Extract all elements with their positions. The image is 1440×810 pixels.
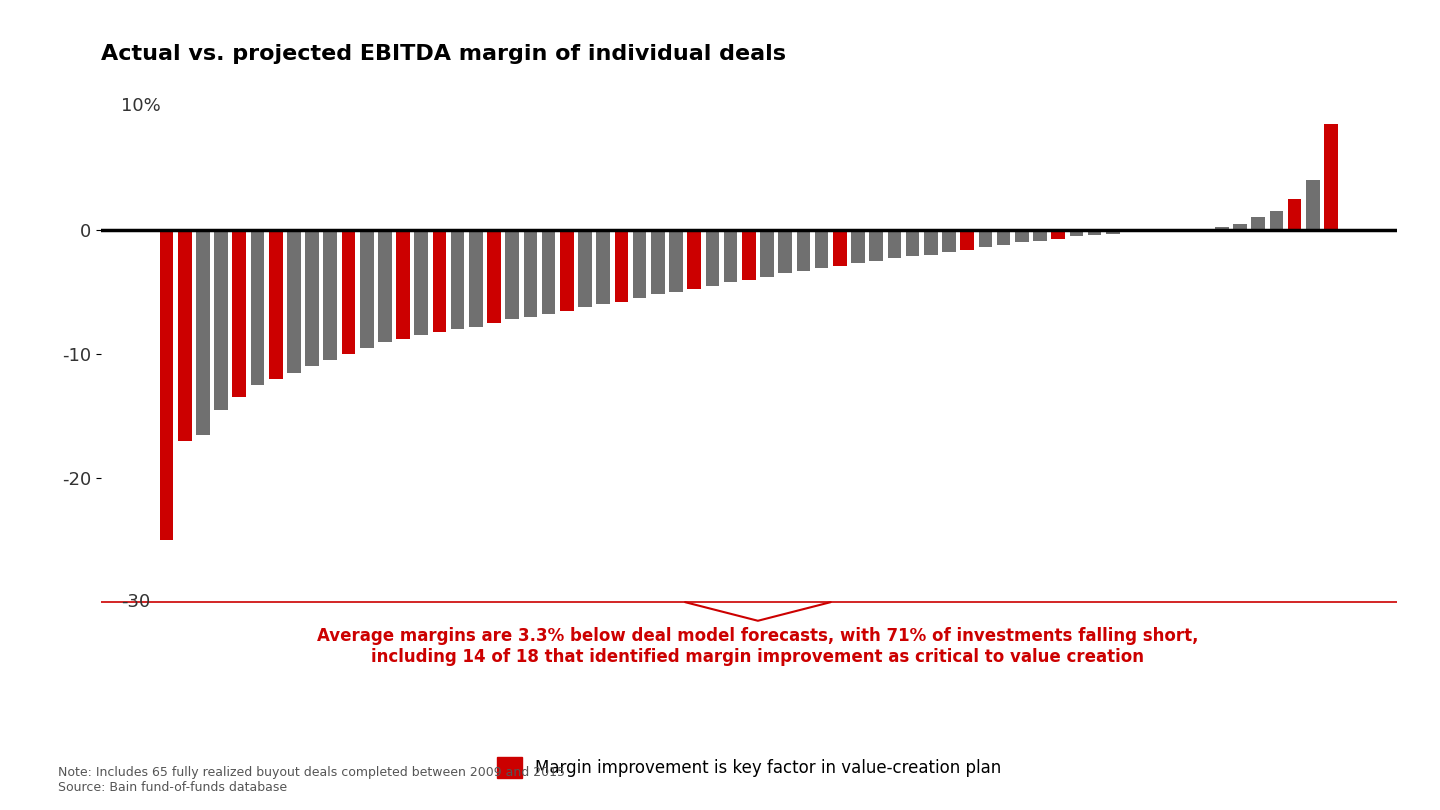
Bar [1106, 230, 1119, 233]
Bar [924, 230, 937, 254]
Bar [687, 230, 701, 289]
Bar [615, 230, 628, 302]
Bar [487, 230, 501, 323]
Bar [670, 230, 683, 292]
Bar [979, 230, 992, 247]
Bar [232, 230, 246, 398]
Bar [251, 230, 265, 385]
Bar [215, 230, 228, 410]
Bar [851, 230, 865, 263]
Text: Average margins are 3.3% below deal model forecasts, with 71% of investments fal: Average margins are 3.3% below deal mode… [317, 627, 1198, 666]
Bar [287, 230, 301, 373]
Bar [1233, 224, 1247, 230]
Bar [305, 230, 318, 366]
Bar [887, 230, 901, 258]
Bar [1197, 228, 1211, 230]
Bar [1032, 230, 1047, 241]
Bar [596, 230, 611, 305]
Bar [1087, 230, 1102, 235]
Bar [1251, 218, 1266, 230]
Bar [632, 230, 647, 298]
Bar [469, 230, 482, 326]
Bar [942, 230, 956, 252]
Bar [742, 230, 756, 279]
Bar [396, 230, 410, 339]
Text: Actual vs. projected EBITDA margin of individual deals: Actual vs. projected EBITDA margin of in… [101, 45, 786, 64]
Bar [560, 230, 573, 310]
Bar [1142, 230, 1156, 232]
Bar [179, 230, 192, 441]
Bar [1306, 181, 1319, 230]
Text: -30: -30 [121, 593, 150, 612]
Bar [196, 230, 210, 435]
Bar [541, 230, 556, 314]
Bar [160, 230, 173, 540]
Bar [324, 230, 337, 360]
Bar [1015, 230, 1028, 242]
Bar [724, 230, 737, 282]
Bar [341, 230, 356, 354]
Bar [505, 230, 518, 319]
Bar [451, 230, 465, 329]
Bar [415, 230, 428, 335]
Bar [815, 230, 828, 268]
Text: Note: Includes 65 fully realized buyout deals completed between 2009 and 2015
So: Note: Includes 65 fully realized buyout … [58, 765, 564, 794]
Bar [960, 230, 973, 249]
Bar [906, 230, 919, 256]
Bar [1161, 230, 1174, 231]
Bar [779, 230, 792, 273]
Bar [360, 230, 373, 347]
Bar [432, 230, 446, 331]
Bar [796, 230, 811, 271]
Bar [1070, 230, 1083, 236]
Bar [524, 230, 537, 317]
Bar [1215, 228, 1228, 230]
Bar [1125, 230, 1138, 232]
Bar [996, 230, 1011, 245]
Bar [1270, 211, 1283, 230]
Legend: Margin improvement is key factor in value-creation plan: Margin improvement is key factor in valu… [490, 751, 1008, 784]
Bar [1051, 230, 1066, 239]
Bar [379, 230, 392, 342]
Bar [1287, 199, 1302, 230]
Bar [760, 230, 773, 277]
Bar [870, 230, 883, 261]
Text: 10%: 10% [121, 97, 161, 115]
Bar [579, 230, 592, 307]
Bar [706, 230, 719, 286]
Bar [832, 230, 847, 266]
Bar [1325, 125, 1338, 230]
Bar [651, 230, 665, 294]
Bar [269, 230, 282, 379]
